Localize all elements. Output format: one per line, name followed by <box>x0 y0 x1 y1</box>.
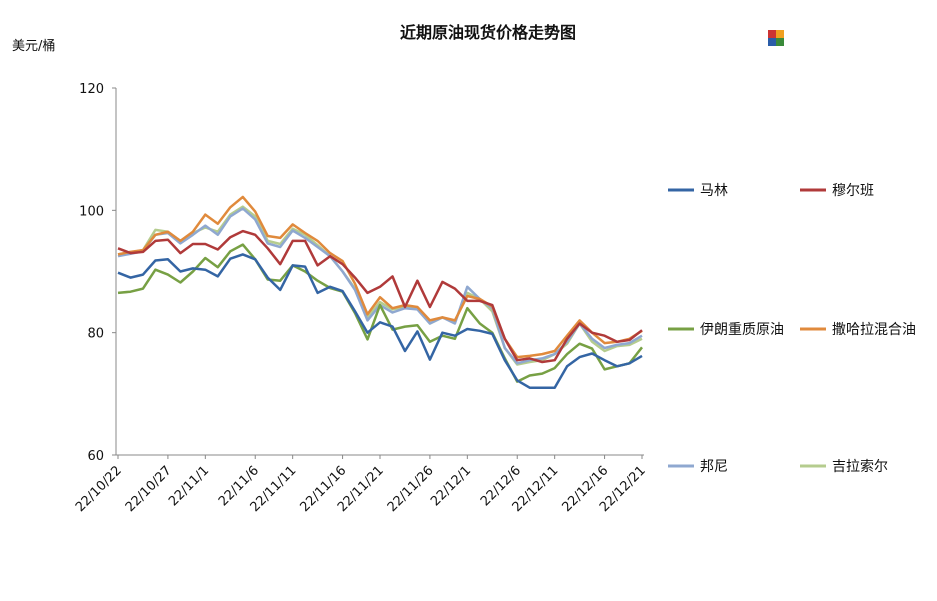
series-line-0 <box>117 253 643 389</box>
legend-label: 伊朗重质原油 <box>700 322 784 338</box>
series-line-2 <box>117 243 643 383</box>
chart-title: 近期原油现货价格走势图 <box>400 23 576 42</box>
brand-logo <box>768 30 784 46</box>
y-tick-label: 60 <box>87 449 104 464</box>
y-tick-label: 80 <box>87 327 104 342</box>
series-line-1 <box>117 229 643 364</box>
legend-label: 穆尔班 <box>832 183 874 199</box>
series-line-3 <box>117 195 643 359</box>
x-tick-label: 22/10/27 <box>123 463 175 515</box>
legend-label: 吉拉索尔 <box>832 458 888 475</box>
series-lines <box>117 195 643 389</box>
x-tick-label: 22/10/22 <box>73 463 125 515</box>
legend-label: 邦尼 <box>700 459 728 475</box>
logo-square-green <box>776 38 784 46</box>
legend-label: 撒哈拉混合油 <box>832 322 916 338</box>
logo-square-red <box>768 30 776 38</box>
y-tick-label: 120 <box>79 82 104 97</box>
x-tick-label: 22/11/26 <box>385 463 437 515</box>
logo-square-orange <box>776 30 784 38</box>
x-tick-label: 22/11/1 <box>166 463 212 509</box>
logo-square-blue <box>768 38 776 46</box>
y-tick-label: 100 <box>79 204 104 219</box>
legend-label: 马林 <box>700 183 728 199</box>
x-tick-label: 22/12/1 <box>428 463 474 509</box>
y-unit-label: 美元/桶 <box>12 39 55 54</box>
